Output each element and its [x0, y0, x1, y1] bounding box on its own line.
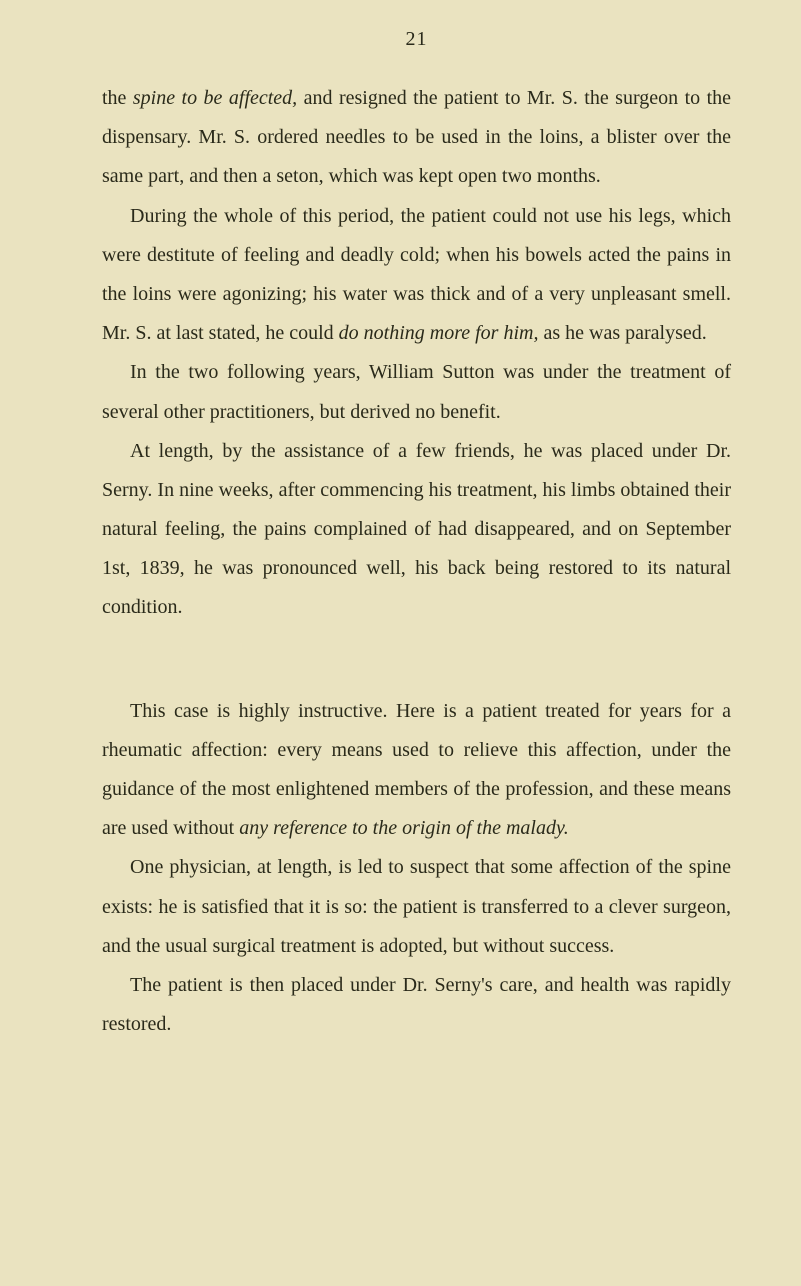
text-run: the: [102, 87, 133, 109]
paragraph-2: During the whole of this period, the pat…: [102, 197, 731, 354]
body-text: the spine to be affected, and resigned t…: [102, 79, 731, 1044]
paragraph-4: At length, by the assistance of a few fr…: [102, 432, 731, 628]
page-number: 21: [102, 28, 731, 51]
paragraph-1: the spine to be affected, and resigned t…: [102, 79, 731, 197]
italic-run: spine to be affected,: [133, 87, 297, 109]
paragraph-5: This case is highly instructive. Here is…: [102, 692, 731, 849]
text-run: as he was paralysed.: [538, 322, 706, 344]
paragraph-6: One physician, at length, is led to susp…: [102, 848, 731, 966]
paragraph-7: The patient is then placed under Dr. Ser…: [102, 966, 731, 1044]
page: 21 the spine to be affected, and resigne…: [0, 0, 801, 1286]
paragraph-3: In the two following years, William Sutt…: [102, 353, 731, 431]
italic-run: any reference to the origin of the malad…: [239, 817, 569, 839]
italic-run: do nothing more for him,: [339, 322, 539, 344]
